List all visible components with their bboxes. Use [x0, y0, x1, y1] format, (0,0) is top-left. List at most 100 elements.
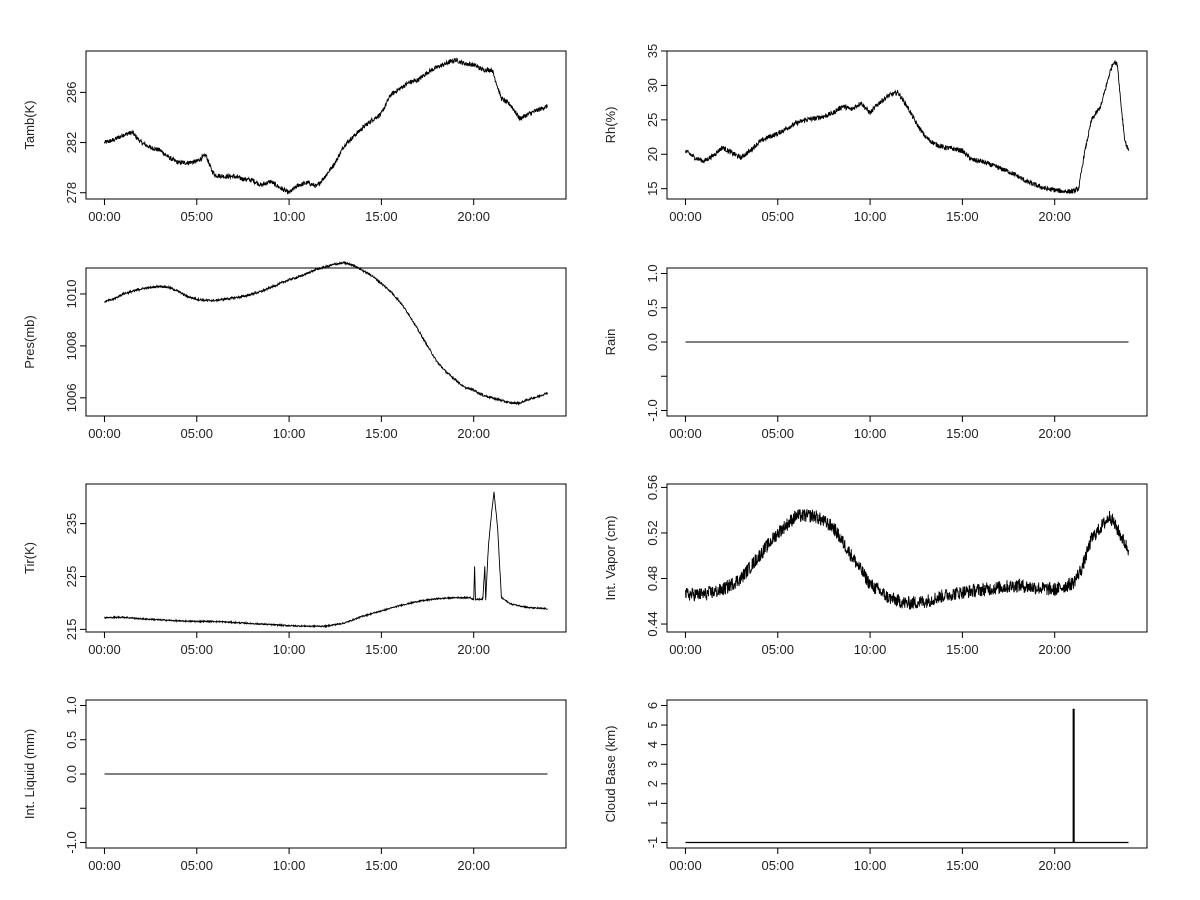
y-tick-label: 1010	[64, 280, 79, 309]
x-tick-label: 05:00	[180, 426, 213, 441]
x-tick-label: 20:00	[457, 642, 490, 657]
x-tick-label: 20:00	[457, 858, 490, 873]
x-tick-label: 20:00	[457, 209, 490, 224]
x-tick-label: 05:00	[761, 642, 794, 657]
x-tick-label: 05:00	[180, 642, 213, 657]
y-tick-label: 1008	[64, 331, 79, 360]
x-tick-label: 00:00	[669, 858, 702, 873]
x-tick-label: 10:00	[273, 858, 306, 873]
x-tick-label: 20:00	[1038, 209, 1071, 224]
series-line	[104, 261, 548, 406]
x-tick-label: 20:00	[1038, 642, 1071, 657]
series-line	[104, 491, 548, 629]
y-tick-label: -1.0	[645, 399, 660, 421]
x-tick-label: 10:00	[854, 426, 887, 441]
panel-0: 00:00 05:00 10:00 15:00 20:00 278 282 286 Tamb(K…	[22, 50, 567, 224]
series-line	[685, 60, 1129, 194]
y-tick-label: 235	[64, 513, 79, 535]
plot-frame	[85, 483, 567, 633]
y-axis-label: Pres(mb)	[22, 315, 37, 368]
x-tick-label: 10:00	[854, 858, 887, 873]
x-tick-label: 00:00	[88, 209, 121, 224]
x-tick-label: 15:00	[365, 858, 398, 873]
y-tick-label: 3	[645, 761, 660, 768]
x-tick-label: 20:00	[1038, 858, 1071, 873]
y-tick-label: 25	[645, 113, 660, 127]
series-line	[685, 708, 1129, 844]
y-tick-label: 0.0	[64, 765, 79, 783]
y-tick-label: 0.56	[645, 475, 660, 500]
plot-frame	[666, 50, 1148, 200]
y-tick-label: 4	[645, 741, 660, 748]
x-tick-label: 00:00	[669, 642, 702, 657]
y-axis-label: Cloud Base (km)	[603, 726, 618, 823]
x-tick-label: 10:00	[854, 642, 887, 657]
x-tick-label: 10:00	[273, 426, 306, 441]
x-tick-label: 15:00	[365, 642, 398, 657]
plot-frame	[85, 50, 567, 200]
series-line	[104, 57, 548, 195]
x-tick-label: 20:00	[457, 426, 490, 441]
x-tick-label: 00:00	[88, 642, 121, 657]
y-tick-label: 6	[645, 702, 660, 709]
x-tick-label: 05:00	[761, 858, 794, 873]
y-tick-label: 0.5	[64, 731, 79, 749]
x-tick-label: 05:00	[180, 209, 213, 224]
panel-3: 00:00 05:00 10:00 15:00 20:00 -1.0 0.0 0.5 1.0 Ra…	[603, 264, 1148, 441]
x-tick-label: 20:00	[1038, 426, 1071, 441]
y-tick-label: 0.44	[645, 611, 660, 636]
plot-frame	[666, 699, 1148, 849]
x-tick-label: 00:00	[669, 209, 702, 224]
x-tick-label: 05:00	[180, 858, 213, 873]
y-tick-label: 2	[645, 780, 660, 787]
panel-4: 00:00 05:00 10:00 15:00 20:00 215 225 235 Tir(K)	[22, 483, 567, 657]
y-tick-label: 35	[645, 44, 660, 58]
y-axis-label: Rain	[603, 329, 618, 356]
x-tick-label: 15:00	[946, 858, 979, 873]
panel-7: 00:00 05:00 10:00 15:00 20:00 -1 1 2 3 4 5 6 Cloud B…	[603, 699, 1148, 873]
panel-5: 00:00 05:00 10:00 15:00 20:00 0.44 0.48 0.52 0.5…	[603, 475, 1148, 657]
y-tick-label: 0.0	[645, 333, 660, 351]
y-tick-label: 1.0	[645, 264, 660, 282]
plot-frame	[666, 483, 1148, 633]
x-tick-label: 05:00	[761, 209, 794, 224]
panel-6: 00:00 05:00 10:00 15:00 20:00 -1.0 0.0 0.5 1.0 In…	[22, 696, 567, 873]
y-tick-label: 20	[645, 147, 660, 161]
y-tick-label: -1	[645, 837, 660, 849]
y-tick-label: 282	[64, 132, 79, 154]
y-axis-label: Int. Liquid (mm)	[22, 729, 37, 819]
x-tick-label: 10:00	[273, 642, 306, 657]
y-tick-label: 278	[64, 182, 79, 204]
x-tick-label: 15:00	[946, 426, 979, 441]
x-tick-label: 00:00	[88, 426, 121, 441]
x-tick-label: 05:00	[761, 426, 794, 441]
x-tick-label: 00:00	[669, 426, 702, 441]
plot-frame	[85, 267, 567, 417]
x-tick-label: 00:00	[88, 858, 121, 873]
x-tick-label: 15:00	[946, 642, 979, 657]
y-axis-label: Tir(K)	[22, 542, 37, 574]
x-tick-label: 15:00	[365, 426, 398, 441]
x-tick-label: 10:00	[273, 209, 306, 224]
x-tick-label: 15:00	[946, 209, 979, 224]
y-axis-label: Tamb(K)	[22, 100, 37, 149]
y-tick-label: 5	[645, 721, 660, 728]
y-tick-label: 0.5	[645, 299, 660, 317]
y-tick-label: 30	[645, 78, 660, 92]
series-line	[685, 508, 1129, 610]
y-tick-label: 225	[64, 566, 79, 588]
y-tick-label: 1	[645, 800, 660, 807]
y-tick-label: 0.52	[645, 520, 660, 545]
y-tick-label: 286	[64, 82, 79, 104]
panel-2: 00:00 05:00 10:00 15:00 20:00 1006 1008 1010 Pre…	[22, 261, 567, 441]
y-tick-label: 1006	[64, 383, 79, 412]
y-tick-label: 0.48	[645, 566, 660, 591]
y-tick-label: 215	[64, 619, 79, 641]
y-tick-label: 15	[645, 181, 660, 195]
panel-1: 00:00 05:00 10:00 15:00 20:00 15 20 25 30 35 Rh(%)	[603, 44, 1148, 224]
x-tick-label: 10:00	[854, 209, 887, 224]
y-axis-label: Int. Vapor (cm)	[603, 515, 618, 600]
y-axis-label: Rh(%)	[603, 107, 618, 144]
y-tick-label: -1.0	[64, 831, 79, 853]
